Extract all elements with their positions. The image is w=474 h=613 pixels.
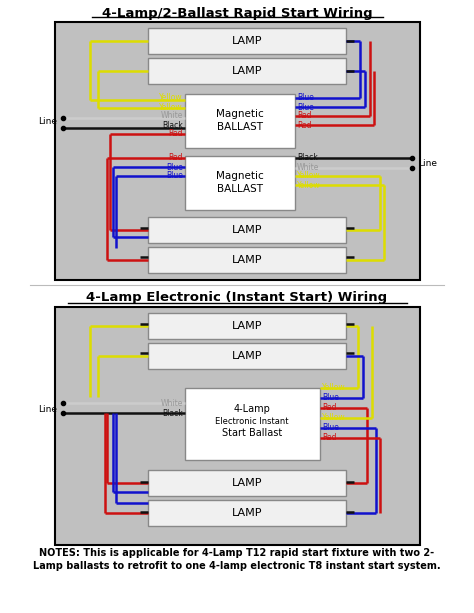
Text: Blue: Blue bbox=[322, 394, 339, 403]
Text: Yellow: Yellow bbox=[322, 414, 346, 422]
Bar bbox=[148, 343, 346, 369]
Text: Yellow: Yellow bbox=[322, 384, 346, 392]
Bar bbox=[185, 388, 320, 460]
Bar bbox=[148, 470, 346, 496]
Text: Yellow: Yellow bbox=[159, 102, 183, 112]
Text: Blue: Blue bbox=[166, 162, 183, 172]
Text: Red: Red bbox=[168, 153, 183, 162]
Text: Yellow: Yellow bbox=[159, 94, 183, 102]
Text: LAMP: LAMP bbox=[232, 225, 262, 235]
Text: Red: Red bbox=[322, 403, 337, 413]
Text: 4-Lamp Electronic (Instant Start) Wiring: 4-Lamp Electronic (Instant Start) Wiring bbox=[86, 292, 388, 305]
Text: Blue: Blue bbox=[297, 102, 314, 112]
Text: NOTES: This is applicable for 4-Lamp T12 rapid start fixture with two 2-: NOTES: This is applicable for 4-Lamp T12… bbox=[39, 548, 435, 558]
Text: BALLAST: BALLAST bbox=[217, 184, 263, 194]
Text: 4-Lamp: 4-Lamp bbox=[234, 404, 271, 414]
Text: Blue: Blue bbox=[322, 424, 339, 433]
Bar bbox=[148, 58, 346, 84]
Text: Red: Red bbox=[168, 129, 183, 139]
Text: Red: Red bbox=[322, 433, 337, 443]
Text: Start Ballast: Start Ballast bbox=[222, 428, 282, 438]
Text: Lamp ballasts to retrofit to one 4-lamp electronic T8 instant start system.: Lamp ballasts to retrofit to one 4-lamp … bbox=[33, 561, 441, 571]
Text: Line: Line bbox=[418, 159, 437, 167]
Text: LAMP: LAMP bbox=[232, 478, 262, 488]
Text: LAMP: LAMP bbox=[232, 66, 262, 76]
Text: LAMP: LAMP bbox=[232, 508, 262, 518]
Text: Magnetic: Magnetic bbox=[216, 109, 264, 119]
Bar bbox=[55, 22, 420, 280]
Text: Black: Black bbox=[297, 153, 318, 162]
Bar bbox=[55, 307, 420, 545]
Text: Electronic Instant: Electronic Instant bbox=[215, 416, 289, 425]
Text: White: White bbox=[161, 398, 183, 408]
Text: Black: Black bbox=[162, 408, 183, 417]
Text: BALLAST: BALLAST bbox=[217, 122, 263, 132]
Text: Black: Black bbox=[162, 121, 183, 129]
Text: 4-Lamp/2-Ballast Rapid Start Wiring: 4-Lamp/2-Ballast Rapid Start Wiring bbox=[102, 7, 372, 20]
Bar bbox=[148, 313, 346, 339]
Bar bbox=[185, 94, 295, 148]
Text: White: White bbox=[161, 112, 183, 121]
Bar bbox=[148, 500, 346, 526]
Text: LAMP: LAMP bbox=[232, 321, 262, 331]
Bar bbox=[185, 156, 295, 210]
Text: LAMP: LAMP bbox=[232, 351, 262, 361]
Bar bbox=[148, 28, 346, 54]
Text: LAMP: LAMP bbox=[232, 36, 262, 46]
Text: White: White bbox=[297, 162, 319, 172]
Text: Magnetic: Magnetic bbox=[216, 171, 264, 181]
Text: Line: Line bbox=[38, 406, 57, 414]
Text: Yellow: Yellow bbox=[297, 172, 320, 180]
Text: Yellow: Yellow bbox=[297, 180, 320, 189]
Bar bbox=[148, 217, 346, 243]
Text: Line: Line bbox=[38, 118, 57, 126]
Text: Blue: Blue bbox=[166, 172, 183, 180]
Text: LAMP: LAMP bbox=[232, 255, 262, 265]
Text: Red: Red bbox=[297, 121, 311, 129]
Text: Blue: Blue bbox=[297, 94, 314, 102]
Bar bbox=[148, 247, 346, 273]
Text: Red: Red bbox=[297, 112, 311, 121]
